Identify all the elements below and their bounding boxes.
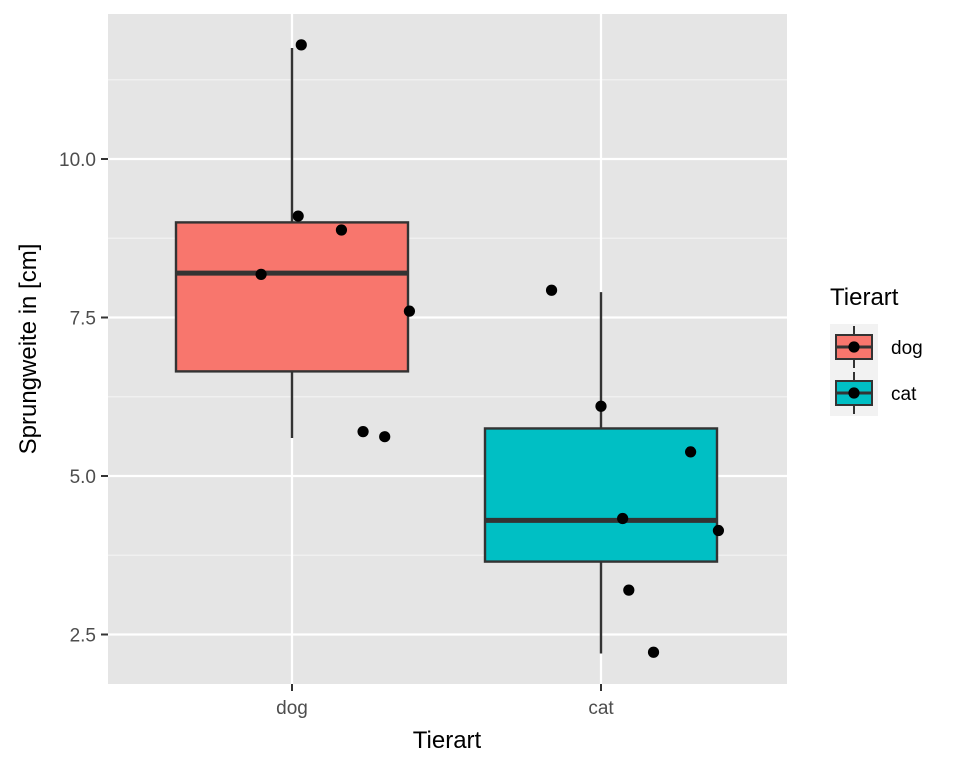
data-point-cat [617,512,629,525]
data-point-dog [295,39,307,51]
legend: Tierart dog cat [830,284,923,416]
data-point-dog [255,268,267,280]
box-cat [483,292,719,654]
legend-label-cat: cat [891,384,917,405]
box-body [483,427,719,563]
legend-title: Tierart [830,284,899,311]
data-point-dog [357,426,369,438]
legend-key-cat: cat [835,372,917,414]
data-point-dog [292,210,304,222]
legend-key-point [848,387,860,399]
y-tick-label: 7.5 [70,309,96,330]
data-point-cat [712,524,725,537]
y-axis: 2.5 5.0 7.5 10.0 [59,150,108,647]
data-point-dog [403,305,416,317]
y-axis-title: Sprungweite in [cm] [15,244,42,455]
box-dog [174,48,410,438]
data-point-cat [647,646,660,658]
data-point-cat [595,400,607,412]
y-tick-label: 5.0 [70,467,96,488]
data-point-cat [685,446,697,458]
x-axis-title: Tierart [413,727,482,754]
legend-key-point [848,341,860,353]
y-tick-label: 10.0 [59,150,96,171]
data-point-cat [623,584,635,596]
data-points [255,39,725,658]
legend-label-dog: dog [891,338,923,359]
boxes [174,48,719,654]
x-tick-label: cat [588,698,614,719]
legend-key-dog: dog [835,326,923,368]
y-tick-label: 2.5 [70,626,96,647]
box-body [174,221,410,373]
x-tick-label: dog [276,698,308,719]
data-point-dog [379,431,391,443]
data-point-dog [335,224,348,236]
x-axis: dog cat [276,684,614,719]
data-point-cat [545,284,558,296]
